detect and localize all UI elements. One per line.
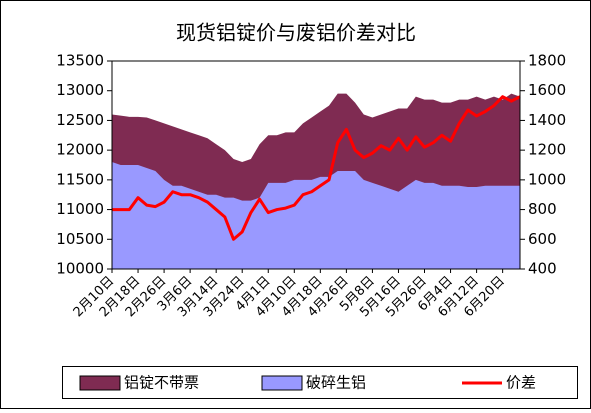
- y2-tick-label: 1600: [528, 81, 566, 99]
- plot-border: [111, 60, 521, 270]
- legend-label: 铝锭不带票: [124, 374, 199, 392]
- y2-tick-label: 400: [528, 260, 557, 278]
- y-tick-label: 11000: [56, 200, 104, 218]
- y-tick-label: 12500: [56, 111, 104, 129]
- y2-tick-label: 1200: [528, 141, 566, 159]
- legend-label: 破碎生铝: [306, 374, 366, 392]
- chart-title: 现货铝锭价与废铝价差对比: [176, 21, 416, 45]
- line: [112, 95, 521, 241]
- y2-tick-label: 1000: [528, 170, 566, 188]
- legend-swatch: [79, 375, 121, 391]
- y-tick-label: 12000: [56, 141, 104, 159]
- y2-tick-label: 600: [528, 230, 557, 248]
- y-tick-label: 13000: [56, 81, 104, 99]
- y-tick-label: 10500: [56, 230, 104, 248]
- legend-swatch: [261, 375, 303, 391]
- area: [112, 162, 520, 269]
- legend-label: 价差: [506, 374, 536, 392]
- y-tick-label: 13500: [56, 52, 104, 70]
- y-tick-label: 11500: [56, 170, 104, 188]
- y2-tick-label: 800: [528, 200, 557, 218]
- y2-tick-label: 1800: [528, 52, 566, 70]
- y2-tick-label: 1400: [528, 111, 566, 129]
- y-tick-label: 10000: [56, 260, 104, 278]
